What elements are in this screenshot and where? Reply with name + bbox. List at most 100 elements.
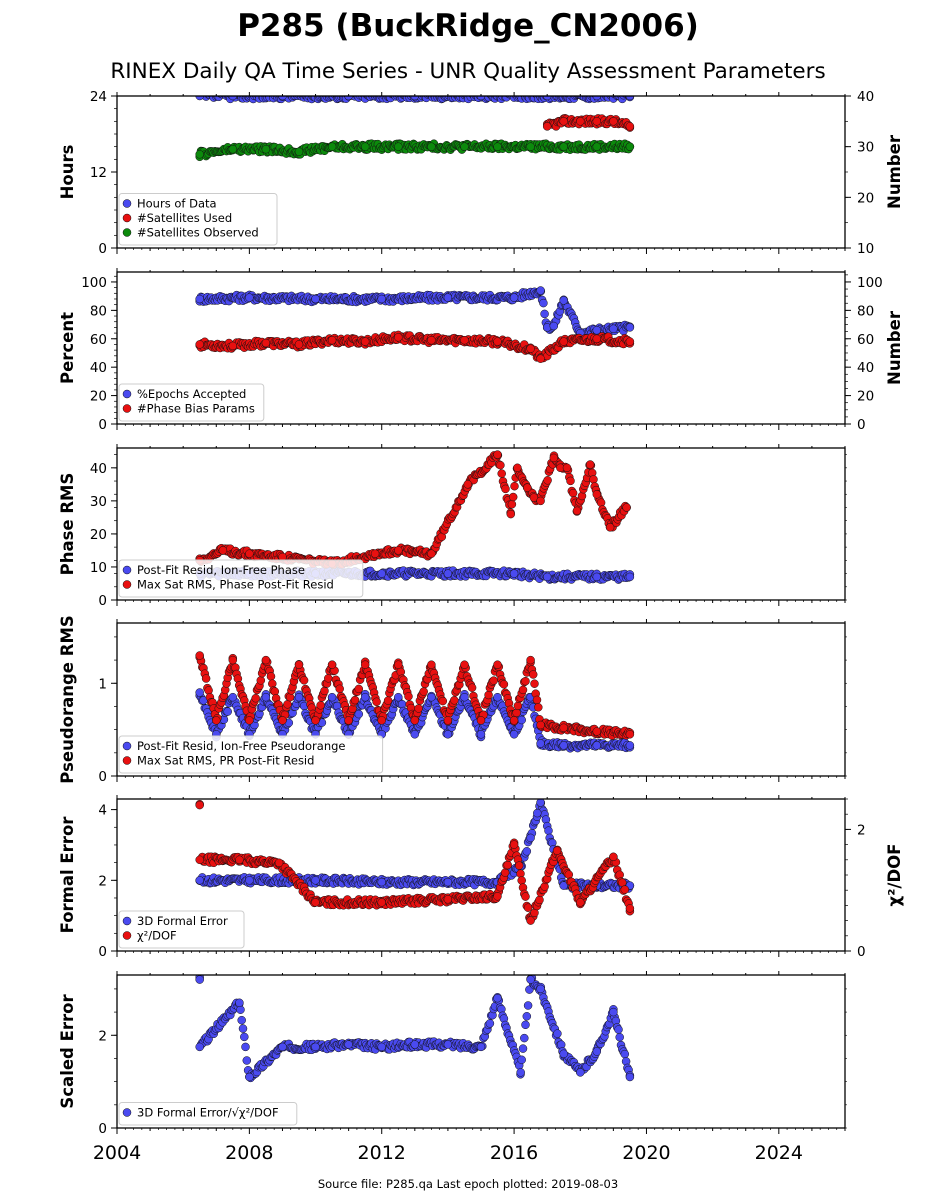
data-point: [283, 700, 292, 709]
legend-entry: Hours of Data: [137, 197, 217, 211]
x-ticks: 2004 2008 2012 2016 2020 2024: [93, 971, 846, 1164]
data-point: [528, 670, 538, 679]
data-point: [354, 684, 364, 694]
data-point: [443, 716, 453, 725]
x-ticks: [116, 619, 846, 782]
legend-marker: [122, 1108, 132, 1117]
data-point: [592, 325, 602, 335]
data-point: [228, 341, 238, 351]
data-point: [508, 492, 518, 502]
data-point: [605, 523, 615, 532]
data-point: [410, 716, 420, 725]
y-tick-label: 20: [90, 527, 107, 543]
y-tick-label: 2: [98, 1028, 107, 1044]
y-tick-label: 0: [98, 593, 107, 609]
data-point: [526, 916, 535, 925]
data-point: [518, 685, 528, 695]
legend-marker: [122, 741, 132, 751]
data-point: [625, 122, 635, 131]
data-point: [509, 730, 519, 739]
data-point: [585, 460, 595, 469]
data-point: [592, 96, 602, 101]
data-point: [493, 337, 502, 346]
data-point: [245, 876, 254, 885]
x-ticks: [116, 92, 846, 254]
legend-entry: #Satellites Observed: [137, 226, 259, 240]
data-point: [536, 799, 545, 807]
data-point: [523, 903, 533, 912]
data-point: [552, 846, 562, 855]
data-point: [278, 716, 287, 725]
data-point: [311, 294, 320, 304]
y-tick-label-right: 10: [857, 241, 874, 257]
panel-4: 0 1 Pseudorange RMS Post-Fit Resid, Ion-Fre…: [58, 615, 847, 785]
legend: Post-Fit Resid, Ion-Free PseudorangeMax …: [118, 735, 384, 774]
data-point: [553, 1029, 562, 1038]
data-point: [559, 1049, 568, 1059]
data-point: [245, 1072, 254, 1082]
data-point: [235, 855, 244, 865]
data-point: [443, 877, 453, 887]
series-post-fit-resid-ion-free-pseudorange: [195, 688, 635, 753]
legend-entry: 3D Formal Error: [137, 914, 228, 928]
legend-entry: #Satellites Used: [137, 211, 232, 225]
data-point: [559, 142, 568, 151]
data-point: [354, 709, 364, 719]
y-ticks-left: 0 2 Scaled Error: [58, 988, 117, 1137]
data-point: [427, 660, 436, 669]
data-point: [540, 309, 549, 319]
data-point: [228, 692, 238, 702]
y-tick-label-right: 60: [857, 332, 874, 348]
data-point: [245, 549, 254, 558]
y-tick-label: 12: [90, 165, 107, 181]
y-ticks-left: 0 12 24 Hours: [58, 89, 117, 257]
y-ticks-right: [845, 454, 847, 601]
data-point: [228, 96, 238, 101]
y-tick-label: 0: [98, 417, 107, 433]
y-ticks-right: 0 2 χ²/DOF: [845, 798, 904, 960]
data-point: [522, 847, 532, 856]
data-point: [507, 500, 517, 509]
figure-title: P285 (BuckRidge_CN2006): [237, 8, 699, 44]
y-ticks-left: 0 10 20 30 40 Phase RMS: [58, 454, 117, 609]
x-tick-label: 2004: [93, 1142, 141, 1164]
data-point: [615, 1032, 624, 1042]
y-tick-label-right: 20: [857, 389, 874, 405]
x-tick-label: 2012: [358, 1142, 406, 1164]
data-point: [410, 96, 420, 101]
y-ticks-right: [845, 988, 847, 1129]
data-point: [394, 692, 403, 702]
data-point: [543, 476, 552, 485]
data-point: [609, 1007, 618, 1017]
legend-marker: [122, 404, 132, 413]
panel-2: 0 20 40 60 80 100 Percent 0 20 40 60 80 100 Number %Ep…: [58, 268, 904, 433]
y-tick-label: 0: [98, 241, 107, 257]
series-max-sat-rms-phase-post-fit-resid: [195, 450, 631, 569]
data-point: [549, 321, 559, 331]
data-point: [223, 707, 232, 716]
data-point: [514, 861, 524, 870]
data-point: [240, 1032, 249, 1042]
data-point: [377, 294, 386, 304]
data-point: [327, 335, 337, 345]
data-point: [559, 337, 568, 346]
series--satellites-used: [542, 114, 635, 132]
data-point: [245, 716, 254, 725]
data-layer: [195, 651, 635, 753]
data-point: [549, 453, 559, 463]
data-point: [496, 460, 505, 470]
data-point: [512, 708, 521, 718]
data-point: [536, 496, 545, 506]
series-max-sat-rms-pr-post-fit-resid: [195, 651, 635, 740]
data-point: [562, 463, 572, 473]
y-tick-label: 0: [98, 769, 107, 785]
data-point: [592, 117, 602, 126]
data-point: [311, 1042, 320, 1052]
legend-marker: [122, 389, 132, 399]
legend-entry: Post-Fit Resid, Ion-Free Phase: [137, 563, 305, 577]
data-point: [625, 142, 635, 151]
legend-entry: %Epochs Accepted: [137, 387, 246, 401]
data-point: [509, 840, 519, 849]
data-point: [576, 898, 585, 907]
